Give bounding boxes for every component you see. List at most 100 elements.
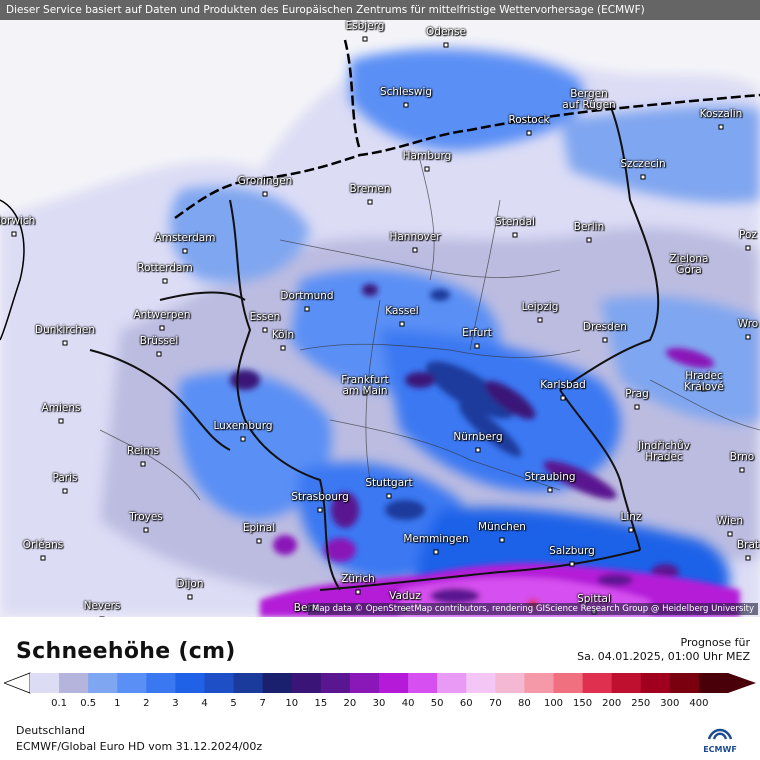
region-label: Deutschland: [16, 724, 86, 737]
city-marker: [99, 616, 105, 617]
scale-tick-label: 2: [143, 698, 150, 709]
city-label: München: [478, 521, 526, 533]
city-marker: [40, 555, 46, 561]
city-label: Amiens: [41, 402, 81, 414]
scale-tick-label: 200: [602, 698, 622, 709]
scale-tick-label: 50: [430, 698, 444, 709]
scale-tick-label: 4: [201, 698, 208, 709]
scale-tick-label: 80: [518, 698, 531, 709]
city-marker: [187, 594, 193, 600]
scale-color-swatch: [291, 673, 322, 693]
city-marker: [547, 487, 553, 493]
map-canvas: [0, 39, 760, 617]
city-label: Stendal: [495, 216, 535, 228]
city-marker: [140, 461, 146, 467]
scale-color-swatch: [466, 673, 496, 693]
city-label: Luxemburg: [213, 420, 273, 432]
city-label: Zielona Góra: [669, 253, 709, 276]
scale-color-swatch: [204, 673, 235, 693]
city-marker: [686, 269, 692, 275]
city-label: Berlin: [573, 221, 605, 233]
scale-color-swatch: [59, 673, 89, 693]
scale-color-swatch: [495, 673, 525, 693]
coastline: [174, 93, 760, 220]
city-marker: [317, 507, 323, 513]
city-marker: [661, 456, 667, 462]
city-marker: [718, 124, 724, 130]
city-marker: [386, 493, 392, 499]
city-marker: [526, 130, 532, 136]
snow-depth-map[interactable]: Esbjerg Odense Schleswig Bergen auf Rügen Ros…: [0, 0, 760, 617]
city-marker: [602, 337, 608, 343]
city-marker: [701, 386, 707, 392]
ecmwf-logo-text: ECMWF: [703, 745, 737, 754]
city-marker: [304, 306, 310, 312]
scale-tick-label: 250: [631, 698, 651, 709]
city-label: Szczecin: [620, 158, 666, 170]
city-marker: [634, 404, 640, 410]
scale-tick-label: 400: [689, 698, 709, 709]
city-label: Antwerpen: [133, 309, 191, 321]
city-label: Esbjerg: [345, 20, 385, 32]
city-label: Bremen: [349, 183, 391, 195]
scale-color-swatch: [320, 673, 351, 693]
city-marker: [62, 340, 68, 346]
scale-color-swatch: [146, 673, 176, 693]
scale-color-swatch: [669, 673, 700, 693]
scale-color-swatch: [379, 673, 409, 693]
city-label: Strasbourg: [291, 491, 349, 503]
city-marker: [162, 278, 168, 284]
scale-tick-label: 60: [459, 698, 473, 709]
scale-tick-label: 70: [488, 698, 502, 709]
city-label: Brüssel: [139, 335, 179, 347]
city-marker: [739, 467, 745, 473]
model-run-label: ECMWF/Global Euro HD vom 31.12.2024/00z: [16, 740, 263, 753]
ecmwf-logo-icon: [707, 728, 733, 740]
scale-tick-label: 10: [285, 698, 299, 709]
city-marker: [262, 327, 268, 333]
city-marker: [11, 231, 17, 237]
city-label: Hannover: [389, 231, 441, 243]
city-marker: [474, 343, 480, 349]
city-label: Linz: [620, 511, 642, 523]
city-marker: [424, 166, 430, 172]
city-marker: [433, 549, 439, 555]
city-label: Koszalin: [699, 108, 743, 120]
city-label: Essen: [249, 311, 281, 323]
city-marker: [399, 321, 405, 327]
city-marker: [143, 527, 149, 533]
city-marker: [156, 351, 162, 357]
city-label: Paris: [52, 472, 78, 484]
city-label: Prag: [625, 388, 649, 400]
scale-tick-label: 15: [314, 698, 328, 709]
city-marker: [745, 555, 751, 561]
city-marker: [586, 237, 592, 243]
scale-color-swatch: [88, 673, 118, 693]
city-marker: [280, 345, 286, 351]
city-label: Epinal: [242, 522, 276, 534]
city-label: Troyes: [129, 511, 163, 523]
scale-color-swatch: [408, 673, 438, 693]
scale-tick-label: 0.1: [51, 698, 68, 709]
city-marker: [560, 395, 566, 401]
city-label: Hamburg: [402, 150, 452, 162]
snow-field-heavy: [230, 284, 715, 580]
scale-tick-label: 30: [372, 698, 386, 709]
ecmwf-logo[interactable]: ECMWF: [702, 725, 738, 754]
city-label: Poz: [739, 229, 757, 241]
scale-color-swatch: [582, 673, 613, 693]
legend-title: Schneehöhe (cm): [16, 639, 236, 664]
color-scale-ticks: 0.1 0.5 1 2 3 4 5 7 10 15 20 30 40 50 60 70 80 100 150 200 2…: [0, 698, 760, 712]
scale-color-swatch: [553, 673, 584, 693]
city-marker: [362, 390, 368, 396]
city-marker: [355, 589, 361, 595]
scale-color-swatch: [30, 673, 60, 693]
city-label: Reims: [127, 445, 159, 457]
city-label: Orléans: [22, 539, 64, 551]
city-label: Straubing: [524, 471, 576, 483]
city-label: Dortmund: [280, 290, 334, 302]
city-label: Karlsbad: [540, 379, 586, 391]
city-marker: [475, 447, 481, 453]
city-marker: [367, 199, 373, 205]
city-label: Bergen auf Rügen: [562, 88, 616, 111]
